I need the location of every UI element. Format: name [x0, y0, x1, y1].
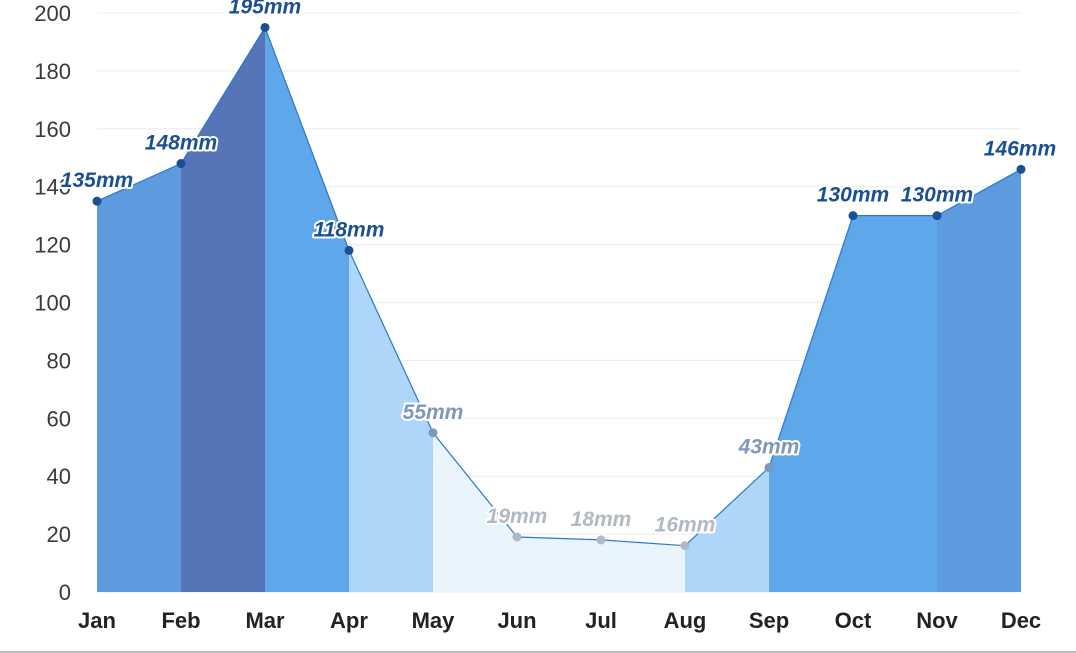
- area-segment: [97, 163, 181, 593]
- data-label: 43mm: [738, 436, 800, 459]
- area-segment: [685, 467, 769, 592]
- data-point: [428, 428, 438, 438]
- data-point: [344, 245, 354, 255]
- y-tick-label: 100: [34, 291, 71, 316]
- x-tick-label: Jun: [497, 608, 536, 633]
- x-tick-label: Sep: [749, 608, 789, 633]
- data-point: [932, 211, 942, 221]
- x-tick-label: Jul: [585, 608, 617, 633]
- area-segment: [433, 432, 517, 592]
- x-tick-label: Feb: [161, 608, 200, 633]
- area-segment: [181, 27, 265, 593]
- data-point: [260, 22, 270, 32]
- data-label: 130mm: [817, 184, 889, 207]
- x-tick-label: Dec: [1001, 608, 1041, 633]
- data-point: [512, 532, 522, 542]
- area-segment: [937, 169, 1021, 592]
- data-label: 18mm: [571, 508, 632, 531]
- data-label: 55mm: [403, 401, 464, 424]
- data-label: 146mm: [984, 137, 1056, 160]
- data-points: [92, 22, 1026, 551]
- data-point: [848, 211, 858, 221]
- data-labels: 135mm 148mm 195mm 118mm 55mm 19mm 18mm 16mm 43mm…: [59, 0, 1058, 539]
- area-segment: [349, 250, 433, 592]
- y-tick-label: 0: [59, 580, 71, 605]
- data-label: 118mm: [314, 218, 385, 241]
- series-line: [96, 26, 1022, 547]
- x-tick-label: Nov: [916, 608, 958, 633]
- y-tick-label: 140: [34, 175, 71, 200]
- y-tick-label: 40: [47, 464, 71, 489]
- area-segment: [517, 536, 601, 592]
- x-tick-label: May: [412, 608, 456, 633]
- bottom-border: [0, 651, 1076, 653]
- area-segment: [601, 539, 685, 592]
- series-line-path: [96, 26, 1022, 547]
- y-tick-label: 120: [34, 233, 71, 258]
- y-axis-ticks: 0 20 40 60 80 100 120 140 160 180 200: [34, 1, 71, 605]
- area-segment: [769, 215, 853, 592]
- data-point: [764, 463, 774, 473]
- y-tick-label: 20: [47, 522, 71, 547]
- data-point: [680, 541, 690, 551]
- area-segment: [853, 215, 937, 592]
- area-segments: [97, 27, 1021, 593]
- data-label: 148mm: [145, 132, 217, 155]
- data-point: [176, 159, 186, 169]
- data-point: [1016, 164, 1026, 174]
- y-tick-label: 60: [47, 406, 71, 431]
- y-tick-label: 80: [47, 348, 71, 373]
- x-tick-label: Aug: [664, 608, 707, 633]
- y-tick-label: 180: [34, 59, 71, 84]
- data-label: 16mm: [655, 514, 716, 537]
- x-tick-label: Apr: [330, 608, 368, 633]
- y-tick-label: 160: [34, 117, 71, 142]
- x-tick-label: Oct: [835, 608, 872, 633]
- data-label: 135mm: [61, 169, 133, 192]
- data-point: [92, 196, 102, 206]
- data-label: 19mm: [487, 505, 548, 528]
- area-segment: [265, 27, 349, 593]
- y-tick-label: 200: [34, 1, 71, 26]
- data-label: 130mm: [901, 184, 973, 207]
- x-tick-label: Mar: [245, 608, 285, 633]
- data-point: [596, 535, 606, 545]
- x-tick-label: Jan: [78, 608, 116, 633]
- data-label: 195mm: [229, 0, 301, 18]
- x-axis-ticks: Jan Feb Mar Apr May Jun Jul Aug Sep Oct Nov Dec: [78, 608, 1041, 633]
